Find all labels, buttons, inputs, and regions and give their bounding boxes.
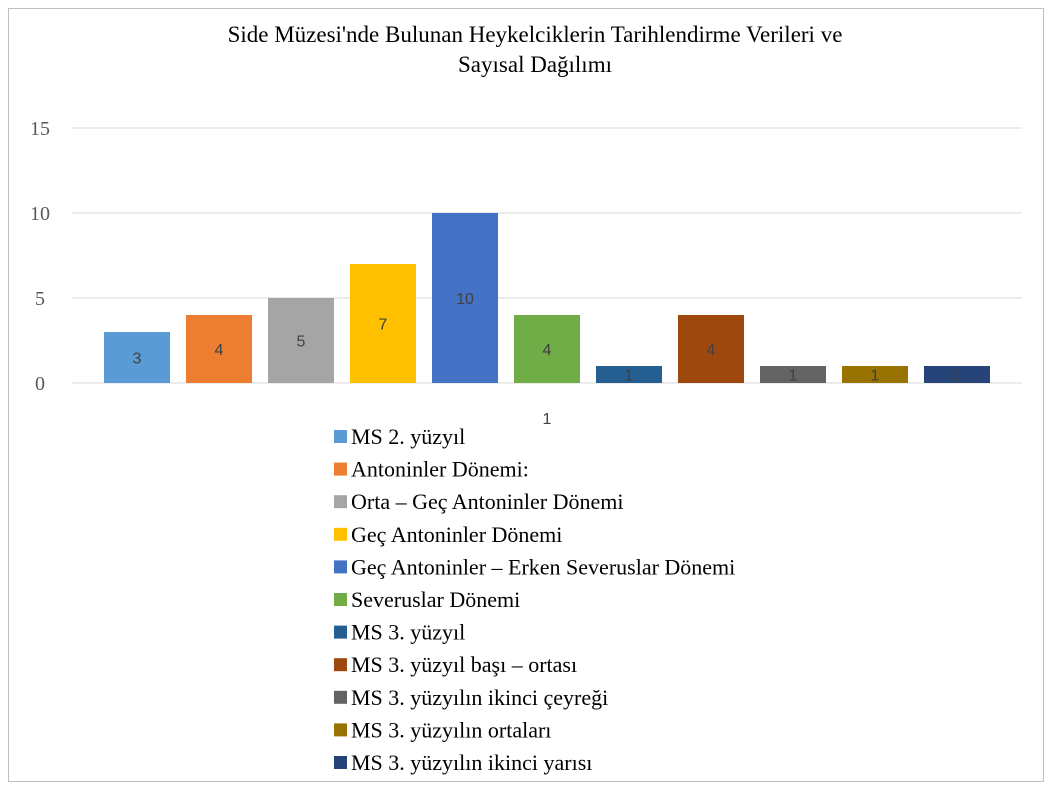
legend-swatch xyxy=(334,430,347,443)
x-tick-label: 1 xyxy=(543,411,552,428)
legend-label: MS 3. yüzyılın ikinci çeyreği xyxy=(351,685,608,710)
legend-label: Geç Antoninler – Erken Severuslar Dönemi xyxy=(351,554,735,579)
legend-swatch xyxy=(334,593,347,606)
legend-label: Geç Antoninler Dönemi xyxy=(351,522,562,547)
data-label: 4 xyxy=(543,342,552,359)
bar xyxy=(104,332,170,383)
y-tick-label: 10 xyxy=(30,203,50,225)
bar xyxy=(268,298,334,383)
bar xyxy=(760,366,826,383)
bar xyxy=(842,366,908,383)
bar xyxy=(924,366,990,383)
legend-label: Antoninler Dönemi: xyxy=(351,457,529,482)
data-label: 7 xyxy=(379,317,388,334)
data-label: 1 xyxy=(789,368,798,385)
legend-label: Severuslar Dönemi xyxy=(351,587,520,612)
data-label: 1 xyxy=(625,368,634,385)
bar xyxy=(186,315,252,383)
legend-label: MS 3. yüzyılın ortaları xyxy=(351,717,551,742)
legend-swatch xyxy=(334,756,347,769)
chart-border xyxy=(8,8,1044,782)
bar xyxy=(678,315,744,383)
bar xyxy=(514,315,580,383)
y-tick-label: 15 xyxy=(30,118,50,140)
legend-swatch xyxy=(334,625,347,639)
legend-label: MS 3. yüzyıl başı – ortası xyxy=(351,652,577,677)
bar xyxy=(596,366,662,383)
chart-title: Side Müzesi'nde Bulunan Heykelciklerin T… xyxy=(228,22,843,77)
bar xyxy=(432,213,498,383)
legend-label: MS 3. yüzyıl xyxy=(351,620,465,645)
legend-label: Orta – Geç Antoninler Dönemi xyxy=(351,489,624,514)
y-tick-label: 0 xyxy=(35,373,45,395)
legend-swatch xyxy=(334,560,347,574)
legend: MS 2. yüzyıl Antoninler Dönemi: Orta – Geç… xyxy=(334,424,735,775)
data-label: 1 xyxy=(871,368,880,385)
data-label: 4 xyxy=(215,342,224,359)
y-tick-label: 5 xyxy=(35,288,45,310)
legend-swatch xyxy=(334,723,347,737)
legend-swatch xyxy=(334,690,347,704)
legend-swatch xyxy=(334,658,347,672)
data-label: 4 xyxy=(707,342,716,359)
legend-swatch xyxy=(334,527,347,541)
data-label: 5 xyxy=(297,334,306,351)
legend-label: MS 2. yüzyıl xyxy=(351,424,465,449)
bar xyxy=(350,264,416,383)
data-label: 1 xyxy=(953,368,962,385)
legend-swatch xyxy=(334,462,347,476)
legend-label: MS 3. yüzyılın ikinci yarısı xyxy=(351,750,592,775)
data-label: 10 xyxy=(456,291,474,308)
data-label: 3 xyxy=(133,351,142,368)
legend-swatch xyxy=(334,495,347,509)
